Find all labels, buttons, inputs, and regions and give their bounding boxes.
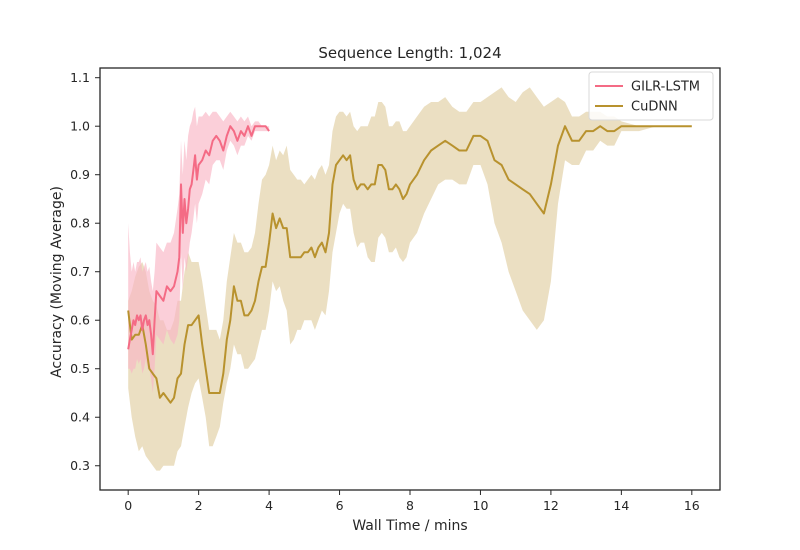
axes: 0 2 4 6 8 10 12 14 16 0.3 0.4 0.5 0.6 0.7 0.8 0.9 1.0 1.1	[70, 67, 721, 513]
y-tick-label: 0.5	[70, 361, 90, 376]
y-tick-label: 0.8	[70, 216, 90, 231]
legend-box	[588, 71, 714, 121]
y-tick-label: 1.0	[70, 119, 90, 134]
legend-label: CuDNN	[631, 100, 678, 115]
y-tick-label: 1.1	[70, 70, 90, 85]
series-lines	[127, 125, 692, 404]
line-gilr-lstm	[127, 125, 270, 356]
legend-label: GILR-LSTM	[631, 80, 700, 95]
x-tick-label: 8	[406, 498, 414, 513]
x-tick-label: 16	[684, 498, 700, 513]
x-tick-label: 0	[124, 498, 132, 513]
chart-title: Sequence Length: 1,024	[318, 44, 501, 62]
y-tick-label: 0.7	[70, 264, 90, 279]
y-tick-label: 0.6	[70, 313, 90, 328]
x-tick-label: 10	[473, 498, 489, 513]
x-axis-label: Wall Time / mins	[352, 518, 467, 534]
y-axis-label: Accuracy (Moving Average)	[49, 186, 65, 378]
legend: GILR-LSTM CuDNN	[588, 71, 714, 121]
x-tick-label: 6	[336, 498, 344, 513]
y-tick-label: 0.9	[70, 167, 90, 182]
x-tick-label: 2	[195, 498, 203, 513]
x-tick-label: 14	[613, 498, 629, 513]
x-tick-label: 4	[265, 498, 273, 513]
y-tick-label: 0.3	[70, 458, 90, 473]
x-tick-label: 12	[543, 498, 559, 513]
line-cudnn	[127, 125, 692, 404]
band-gilr-lstm	[128, 106, 270, 394]
y-tick-label: 0.4	[70, 410, 90, 425]
